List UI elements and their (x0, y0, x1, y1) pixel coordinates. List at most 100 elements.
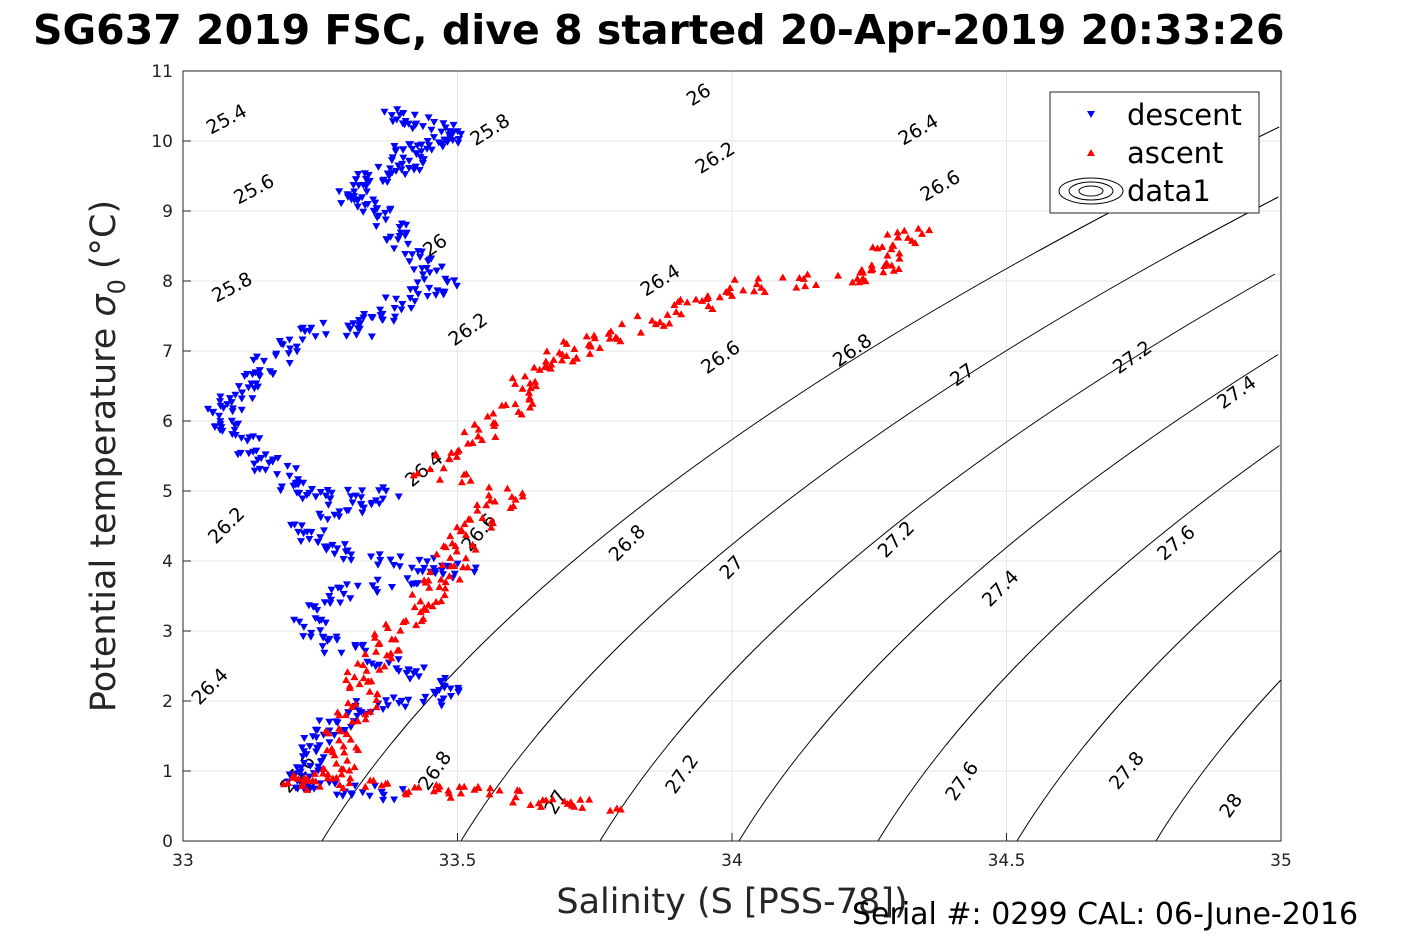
ascent-marker (332, 759, 341, 767)
ascent-marker (778, 273, 787, 281)
ascent-marker (760, 287, 769, 295)
ascent-marker (655, 318, 664, 326)
ascent-marker (375, 665, 384, 673)
descent-marker (443, 278, 452, 286)
descent-marker (416, 154, 425, 162)
descent-marker (320, 649, 329, 657)
ascent-marker (722, 287, 731, 295)
descent-marker (374, 212, 383, 220)
descent-marker (343, 193, 352, 201)
descent-marker (372, 223, 381, 231)
ascent-marker (867, 261, 876, 269)
descent-marker (261, 451, 270, 459)
descent-marker (367, 553, 376, 561)
descent-marker (425, 269, 434, 277)
descent-marker (457, 130, 466, 138)
y-tick-label: 11 (151, 62, 173, 82)
ascent-marker (441, 578, 450, 586)
descent-marker (437, 128, 446, 136)
ascent-marker (795, 274, 804, 282)
y-tick-label: 5 (162, 482, 173, 502)
ascent-marker (541, 361, 550, 369)
x-tick-label: 34 (721, 851, 743, 871)
descent-marker (296, 538, 305, 546)
ascent-marker (372, 703, 381, 711)
ascent-marker (879, 268, 888, 276)
descent-marker (454, 135, 463, 143)
descent-marker (319, 527, 328, 535)
descent-marker (403, 575, 412, 583)
ascent-marker (489, 409, 498, 417)
ascent-marker (683, 298, 692, 306)
descent-marker (351, 176, 360, 184)
descent-marker (353, 196, 362, 204)
ascent-marker (604, 329, 613, 337)
descent-marker (315, 717, 324, 725)
ascent-marker (894, 233, 903, 241)
ascent-marker (473, 501, 482, 509)
descent-marker (255, 435, 264, 443)
ascent-marker (350, 763, 359, 771)
descent-marker (425, 284, 434, 292)
contour-line (460, 196, 1279, 842)
ascent-marker (353, 717, 362, 725)
ascent-marker (482, 501, 491, 509)
descent-marker (253, 456, 262, 464)
descent-marker (376, 312, 385, 320)
descent-marker (285, 771, 294, 779)
ascent-marker (435, 475, 444, 483)
x-tick-label: 34.5 (988, 851, 1026, 871)
descent-marker (203, 405, 212, 413)
contour-line (599, 273, 1276, 842)
descent-marker (299, 479, 308, 487)
descent-marker (313, 606, 322, 614)
descent-marker (216, 402, 225, 410)
y-tick-label: 3 (162, 622, 173, 642)
descent-marker (268, 458, 277, 466)
descent-marker (277, 340, 286, 348)
descent-marker (437, 677, 446, 685)
ascent-marker (346, 774, 355, 782)
descent-marker (423, 292, 432, 300)
descent-marker (355, 325, 364, 333)
descent-marker (346, 595, 355, 603)
descent-marker (277, 483, 286, 491)
descent-marker (387, 584, 396, 592)
descent-marker (349, 320, 358, 328)
serial-footer: Serial #: 0299 CAL: 06-June-2016 (852, 897, 1359, 932)
x-tick-label: 33 (172, 851, 194, 871)
descent-marker (248, 395, 257, 403)
descent-marker (379, 706, 388, 714)
ascent-marker (471, 545, 480, 553)
ascent-marker (361, 782, 370, 790)
ascent-marker (438, 561, 447, 569)
descent-marker (369, 207, 378, 215)
descent-marker (223, 401, 232, 409)
descent-marker (412, 151, 421, 159)
descent-marker (439, 571, 448, 579)
ascent-marker (904, 233, 913, 241)
ascent-marker (474, 432, 483, 440)
descent-marker (437, 702, 446, 710)
descent-marker (357, 494, 366, 502)
ascent-marker (426, 465, 435, 473)
descent-marker (237, 395, 246, 403)
ascent-marker (410, 603, 419, 611)
legend-ascent-marker (1087, 149, 1095, 156)
ascent-marker (343, 668, 352, 676)
ascent-marker (918, 229, 927, 237)
descent-marker (365, 792, 374, 800)
descent-marker (447, 693, 456, 701)
descent-marker (395, 563, 404, 571)
descent-marker (323, 487, 332, 495)
descent-marker (347, 196, 356, 204)
descent-marker (353, 203, 362, 211)
ascent-marker (279, 780, 288, 788)
descent-marker (340, 541, 349, 549)
ascent-marker (883, 230, 892, 238)
descent-marker (250, 460, 259, 468)
ascent-marker (613, 334, 622, 342)
descent-marker (351, 492, 360, 500)
descent-marker (408, 125, 417, 133)
ascent-marker (362, 666, 371, 674)
